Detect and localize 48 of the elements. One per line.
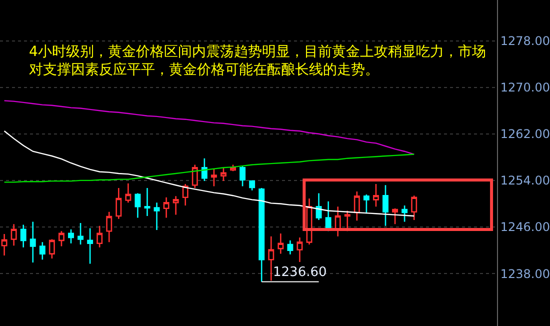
- candlestick: [363, 194, 370, 214]
- candlestick: [106, 211, 112, 243]
- candlestick: [125, 182, 132, 204]
- line-series: [4, 154, 415, 183]
- candlestick: [411, 194, 418, 221]
- candlestick: [220, 167, 226, 182]
- candlestick: [402, 204, 408, 222]
- candlestick: [20, 224, 26, 248]
- annotation: 4小时级别，黄金价格区间内震荡趋势明显，目前黄金上攻稍显吃力，市场对支撑因素反应平平，黄金价格可能在酝酿长线的走势。: [29, 44, 486, 78]
- candlestick: [48, 238, 55, 260]
- candlestick: [372, 183, 379, 208]
- candlestick: [392, 208, 398, 225]
- candlestick: [192, 164, 198, 189]
- candlestick: [316, 192, 322, 221]
- candlestick: [144, 187, 150, 217]
- candlestick: [249, 180, 256, 192]
- candlestick: [116, 187, 122, 220]
- candlestick: [39, 242, 46, 260]
- candlestick: [172, 196, 179, 216]
- candlestick: [87, 228, 94, 264]
- y-tick-label: 1238.00: [500, 266, 550, 281]
- candlestick: [210, 168, 217, 187]
- line-series: [4, 130, 415, 217]
- candlestick: [30, 221, 36, 264]
- candlestick: [354, 190, 360, 222]
- candlestick: [134, 192, 141, 218]
- candlestick: [68, 228, 74, 244]
- line-series: [4, 100, 415, 155]
- candlestick: [58, 230, 64, 247]
- y-tick-label: 1278.00: [500, 34, 550, 48]
- candlestick: [96, 225, 103, 248]
- y-tick-label: 1262.00: [500, 127, 550, 142]
- candlestick: [163, 196, 170, 218]
- candlestick: [258, 187, 265, 282]
- y-tick-label: 1270.00: [500, 80, 550, 95]
- candlestick: [154, 202, 160, 231]
- candlestick: [78, 222, 84, 246]
- candlestick: [10, 223, 17, 246]
- candlestick: [240, 165, 246, 187]
- y-tick-label: 1254.00: [500, 174, 550, 188]
- candlestick: [296, 236, 303, 263]
- annotation: 1236.60: [273, 265, 327, 280]
- candlestick: [201, 158, 208, 182]
- candlestick: [268, 236, 274, 282]
- candlestick: [287, 240, 294, 256]
- candlestick: [382, 184, 388, 227]
- candlestick: [278, 232, 284, 254]
- y-tick-label: 1246.00: [500, 220, 550, 234]
